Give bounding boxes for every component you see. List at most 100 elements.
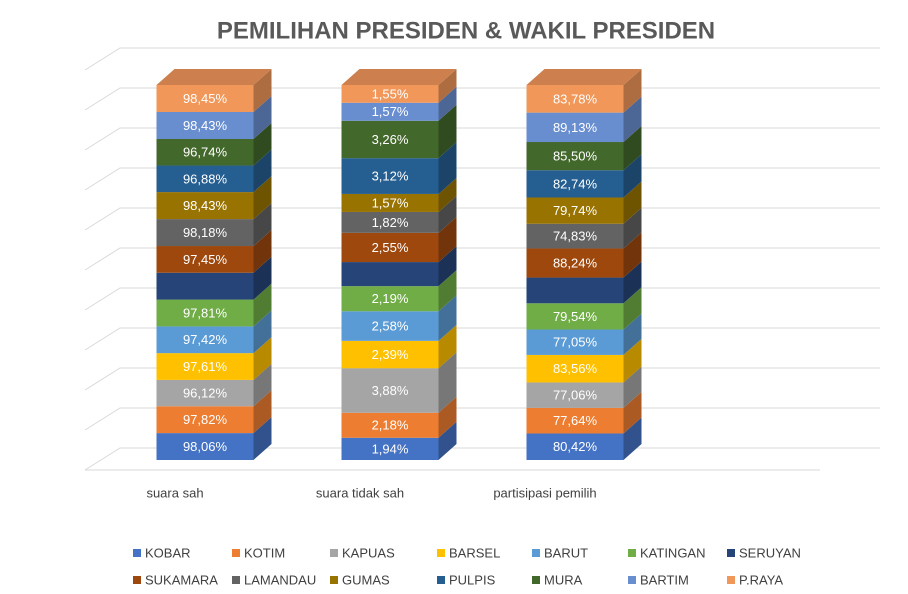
data-label: 98,43% [183,118,228,133]
bar-segment [526,407,624,434]
bar-side [438,421,457,460]
bar-side [623,69,642,113]
data-label: 96,74% [183,145,228,160]
legend-swatch [232,576,240,584]
bar-segment [526,248,624,278]
legend-label: MURA [544,572,583,587]
data-label: 2,58% [372,318,409,333]
bar-side [438,195,457,233]
bar-side [253,149,272,193]
bar-segment [156,112,254,139]
data-label: 2,19% [372,291,409,306]
bar-segment [526,170,624,198]
data-label: 82,74% [553,176,598,191]
bar-segment [526,197,624,224]
bar-side [623,261,642,304]
bar-side [438,86,457,121]
data-label: 83,78% [553,91,598,106]
data-label: 2,55% [372,240,409,255]
bar-segment [341,211,439,233]
data-label: 98,06% [183,439,228,454]
legend-label: KOBAR [145,545,191,560]
bar-side [623,126,642,171]
bar-segment [526,329,624,355]
bar-side [253,417,272,460]
bar-top [526,69,642,85]
bar-segment [341,368,439,413]
data-label: 1,57% [372,195,409,210]
bar-side [623,313,642,355]
bar-segment [526,433,624,460]
data-label: 77,06% [553,388,598,403]
bar-segment [526,382,624,408]
legend-label: P.RAYA [739,572,783,587]
bar-side [253,69,272,113]
bar-top [341,69,457,85]
bar-segment [156,433,254,460]
data-label: 97,42% [183,332,228,347]
data-label: 1,82% [372,215,409,230]
bar-side [623,207,642,249]
legend-label: LAMANDAU [244,572,316,587]
data-label: 3,26% [372,132,409,147]
bar-segment [341,232,439,263]
bar-side [253,230,272,273]
legend-swatch [232,549,240,557]
bar-segment [526,354,624,383]
legend-swatch [727,549,735,557]
bar-side [623,232,642,278]
data-label: 77,05% [553,335,598,350]
data-label: 79,74% [553,203,598,218]
data-label: 98,45% [183,91,228,106]
bar-side [623,417,642,460]
bar-side [623,391,642,434]
data-label: 74,83% [553,229,598,244]
bar-segment [526,85,624,113]
legend-swatch [437,549,445,557]
bar-segment [341,193,439,212]
data-label: 85,50% [553,149,598,164]
bar-segment [156,353,254,380]
bar-segment [526,142,624,171]
data-label: 97,61% [183,359,228,374]
bar-side [438,104,457,159]
legend-label: SUKAMARA [145,572,218,587]
legend-label: SERUYAN [739,545,801,560]
bar-side [623,366,642,408]
bar-side [253,390,272,434]
bar-segment [526,223,624,249]
legend-swatch [437,576,445,584]
data-label: 77,64% [553,413,598,428]
bar-side [623,154,642,198]
bar-segment [156,165,254,193]
bar-segment [156,326,254,354]
legend-swatch [133,576,141,584]
x-tick-label: suara tidak sah [316,485,404,500]
legend-swatch [330,549,338,557]
data-label: 96,12% [183,386,228,401]
bar-side [438,324,457,369]
bar-segment [341,340,439,369]
legend-swatch [133,549,141,557]
bar-top [156,69,272,85]
legend-swatch [628,549,636,557]
bar-segment [341,311,439,341]
legend-swatch [532,549,540,557]
legend-label: KOTIM [244,545,285,560]
data-label: 89,13% [553,120,598,135]
chart-title: PEMILIHAN PRESIDEN & WAKIL PRESIDEN [217,17,715,44]
bar-side [253,363,272,407]
grid-line [84,47,880,71]
bar-segment [156,219,254,247]
bar-side [438,69,457,103]
legend-label: BARUT [544,545,588,560]
bar-side [253,256,272,300]
bar-side [253,283,272,327]
legend-swatch [532,576,540,584]
data-label: 1,57% [372,104,409,119]
bar-segment [341,262,439,287]
bar-segment [156,379,254,407]
legend-swatch [727,576,735,584]
